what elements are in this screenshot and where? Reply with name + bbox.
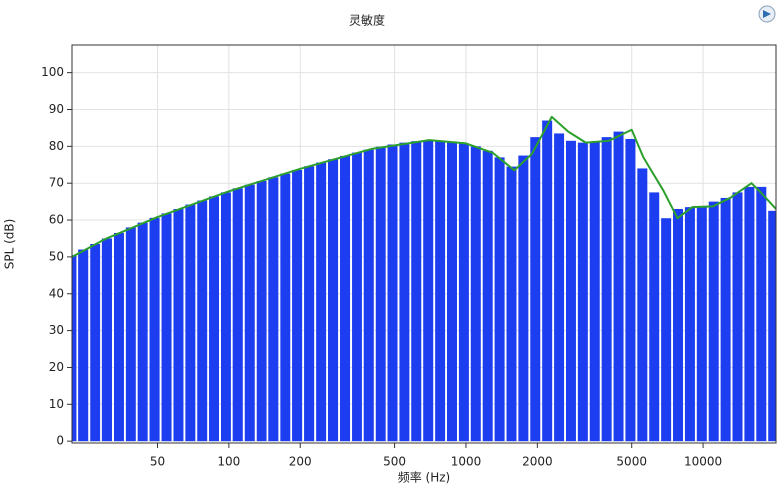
bar [101,238,112,442]
bar [316,162,327,442]
bar [411,141,422,442]
bar [744,186,755,442]
bar [125,227,136,442]
x-axis-label: 频率 (Hz) [398,470,451,485]
bar [149,217,160,442]
bar [684,207,695,442]
bar [458,143,469,442]
bar [137,222,148,442]
bar [244,184,255,442]
bar [577,142,588,442]
bar [732,192,743,442]
bar [625,138,636,442]
y-tick-label: 60 [49,213,64,227]
bar [340,155,351,442]
chart-title: 灵敏度 [349,13,385,28]
y-tick-label: 30 [49,323,64,337]
bar [554,133,565,442]
x-tick-label: 50 [150,455,165,469]
line [72,115,776,258]
y-tick-label: 40 [49,286,64,300]
y-tick-label: 70 [49,176,64,190]
x-tick-label: 100 [217,455,240,469]
bar [185,204,196,442]
bar [589,141,600,442]
bar [327,159,339,442]
bar [470,146,481,442]
bar [173,208,184,442]
x-tick-label: 500 [383,455,406,469]
bar [494,157,505,442]
bar [565,140,576,442]
x-tick-label: 10000 [684,455,722,469]
x-tick-label: 5000 [616,455,647,469]
bar [637,168,648,442]
bar [280,173,291,442]
y-tick-label: 90 [49,102,64,116]
y-tick-label: 80 [49,139,64,153]
bar [90,244,101,442]
x-tick-label: 2000 [522,455,553,469]
bar [363,149,374,442]
bar [649,192,660,442]
bar [387,144,398,442]
bar [601,137,612,442]
y-axis-label: SPL (dB) [3,219,17,270]
bar [756,186,767,442]
export-icon[interactable] [758,5,776,23]
bar [661,218,672,442]
bar [72,255,77,442]
bar [268,177,279,442]
bar [375,146,386,442]
bar [506,166,517,442]
bar [399,142,410,442]
x-tick-label: 1000 [451,455,482,469]
bar [482,150,493,442]
y-tick-label: 0 [56,434,64,448]
y-tick-label: 100 [41,65,64,79]
bar [542,120,553,442]
bar [720,197,731,442]
bar [304,166,315,442]
bar [673,208,684,442]
bar [696,207,707,442]
bar [530,137,541,442]
bar [256,180,267,442]
bar [161,213,172,442]
y-tick-label: 20 [49,360,64,374]
bar [197,200,208,442]
bar [423,140,434,442]
bar [518,155,529,442]
y-tick-label: 50 [49,249,64,263]
bar [613,131,624,442]
bar [435,140,446,442]
bar [352,152,362,442]
bar [446,141,457,442]
bar [292,169,303,442]
bar [232,188,243,442]
bar [78,249,89,442]
bar [708,201,719,442]
x-tick-label: 200 [289,455,312,469]
bar [113,232,124,442]
bar [220,192,231,442]
y-tick-label: 10 [49,397,64,411]
bar [768,210,776,442]
bar [209,196,220,442]
plot-frame [71,44,777,444]
